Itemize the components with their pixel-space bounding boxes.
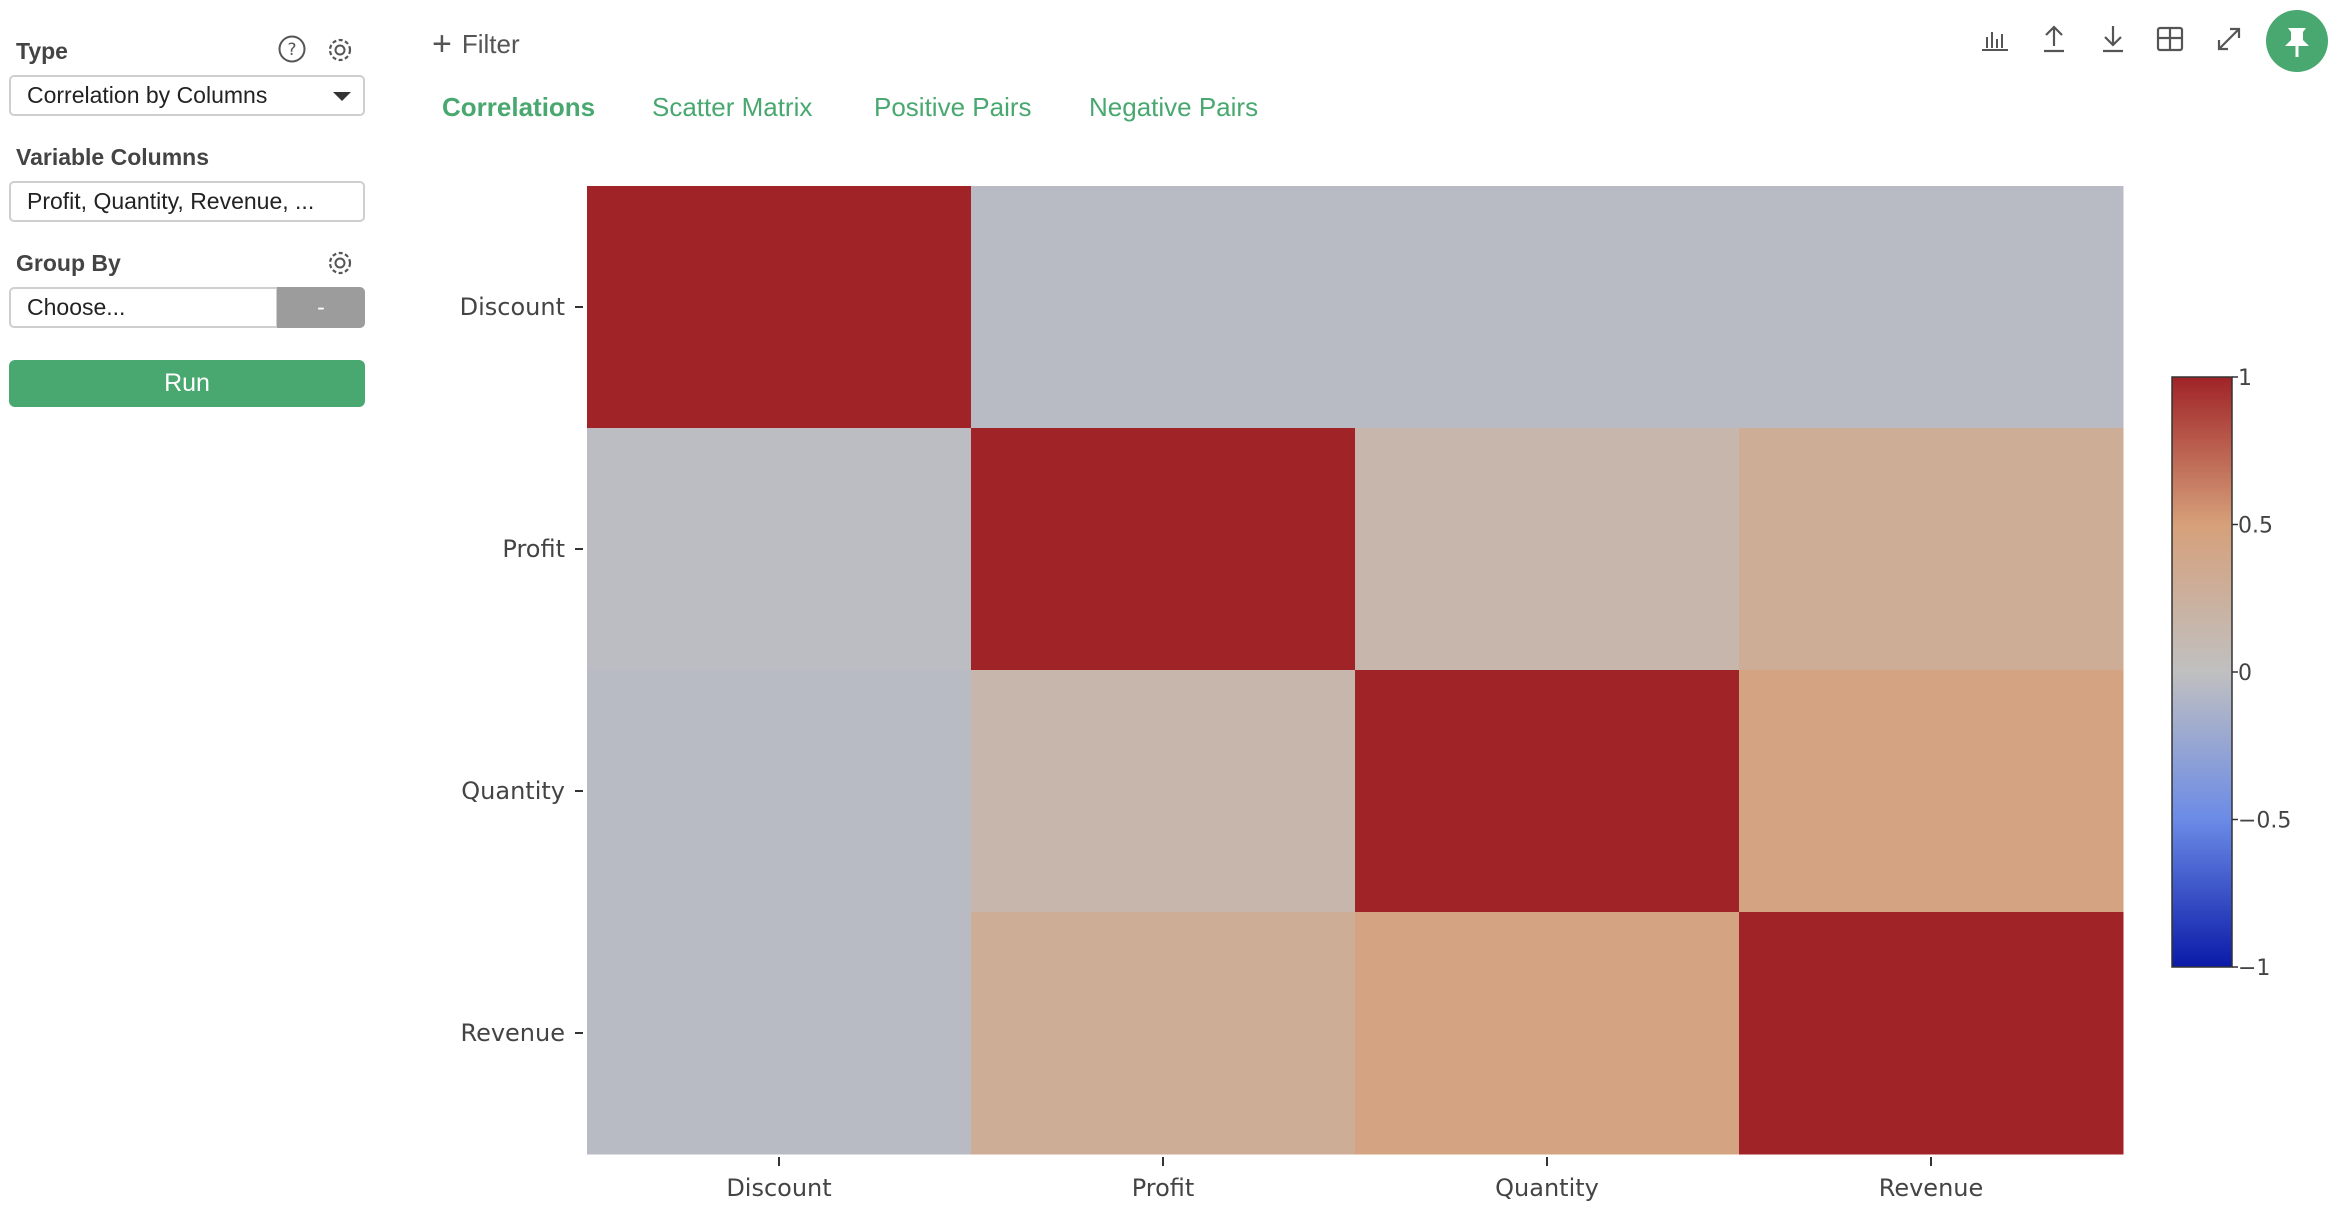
type-select[interactable]: Correlation by Columns <box>9 75 365 116</box>
variable-columns-field[interactable]: Profit, Quantity, Revenue, ... <box>9 181 365 222</box>
x-tick-label: Discount <box>726 1174 831 1202</box>
heatmap-cell <box>587 912 972 1155</box>
type-label: Type <box>16 38 68 64</box>
heatmap-cell <box>1739 186 2124 429</box>
upload-icon[interactable] <box>2037 22 2071 56</box>
heatmap-cell <box>1739 670 2124 913</box>
heatmap-cell <box>1355 670 1740 913</box>
variable-columns-label: Variable Columns <box>16 144 210 170</box>
download-icon[interactable] <box>2096 22 2130 56</box>
group-by-select[interactable]: Choose... <box>9 287 278 328</box>
filter-label: Filter <box>461 29 520 59</box>
type-select-value: Correlation by Columns <box>27 82 268 108</box>
colorbar-tick-label: 0.5 <box>2238 514 2273 539</box>
chevron-down-icon <box>333 92 351 101</box>
plus-icon: + <box>432 25 452 63</box>
heatmap-cell <box>587 186 972 429</box>
heatmap-cell <box>587 428 972 671</box>
bar-chart-icon[interactable] <box>1978 22 2012 56</box>
variable-columns-value: Profit, Quantity, Revenue, ... <box>27 188 315 214</box>
colorbar-tick-label: −0.5 <box>2238 809 2291 834</box>
tab-negative-pairs[interactable]: Negative Pairs <box>1089 92 1259 122</box>
heatmap-cell <box>1739 428 2124 671</box>
x-tick-label: Revenue <box>1879 1174 1984 1202</box>
pin-button[interactable] <box>2266 10 2328 72</box>
group-by-clear-button[interactable]: - <box>277 287 365 328</box>
heatmap-cell <box>971 670 1356 913</box>
help-icon[interactable]: ? <box>277 34 307 64</box>
heatmap-cell <box>1355 912 1740 1155</box>
colorbar-tick-label: 1 <box>2238 366 2252 391</box>
settings-panel: Type ? Correlation by Columns Variable C… <box>0 0 380 1222</box>
heatmap-cell <box>1739 912 2124 1155</box>
expand-icon[interactable] <box>2212 22 2246 56</box>
x-tick-label: Profit <box>1132 1174 1195 1202</box>
heatmap-cell <box>1355 428 1740 671</box>
table-grid-icon[interactable] <box>2153 22 2187 56</box>
colorbar <box>2171 376 2233 968</box>
y-tick-label: Quantity <box>461 777 565 805</box>
tab-positive-pairs[interactable]: Positive Pairs <box>874 92 1032 122</box>
add-filter-button[interactable]: + Filter <box>432 24 520 63</box>
group-by-placeholder: Choose... <box>27 294 126 320</box>
colorbar-tick-label: 0 <box>2238 661 2252 686</box>
colorbar-tick-label: −1 <box>2238 956 2270 981</box>
y-tick-label: Profit <box>502 535 565 563</box>
run-button[interactable]: Run <box>9 360 365 407</box>
x-tick-label: Quantity <box>1495 1174 1599 1202</box>
heatmap-cell <box>1355 186 1740 429</box>
heatmap-cell <box>971 428 1356 671</box>
group-by-settings-gear-icon[interactable] <box>324 247 356 279</box>
type-settings-gear-icon[interactable] <box>324 34 356 66</box>
tab-correlations[interactable]: Correlations <box>442 92 596 122</box>
pin-icon <box>2285 28 2309 57</box>
y-tick-label: Revenue <box>460 1019 565 1047</box>
svg-text:?: ? <box>287 40 296 60</box>
tab-scatter-matrix[interactable]: Scatter Matrix <box>652 92 813 122</box>
y-tick-label: Discount <box>460 293 565 321</box>
heatmap-cell <box>971 186 1356 429</box>
heatmap-cell <box>587 670 972 913</box>
heatmap-cell <box>971 912 1356 1155</box>
group-by-label: Group By <box>16 250 121 276</box>
